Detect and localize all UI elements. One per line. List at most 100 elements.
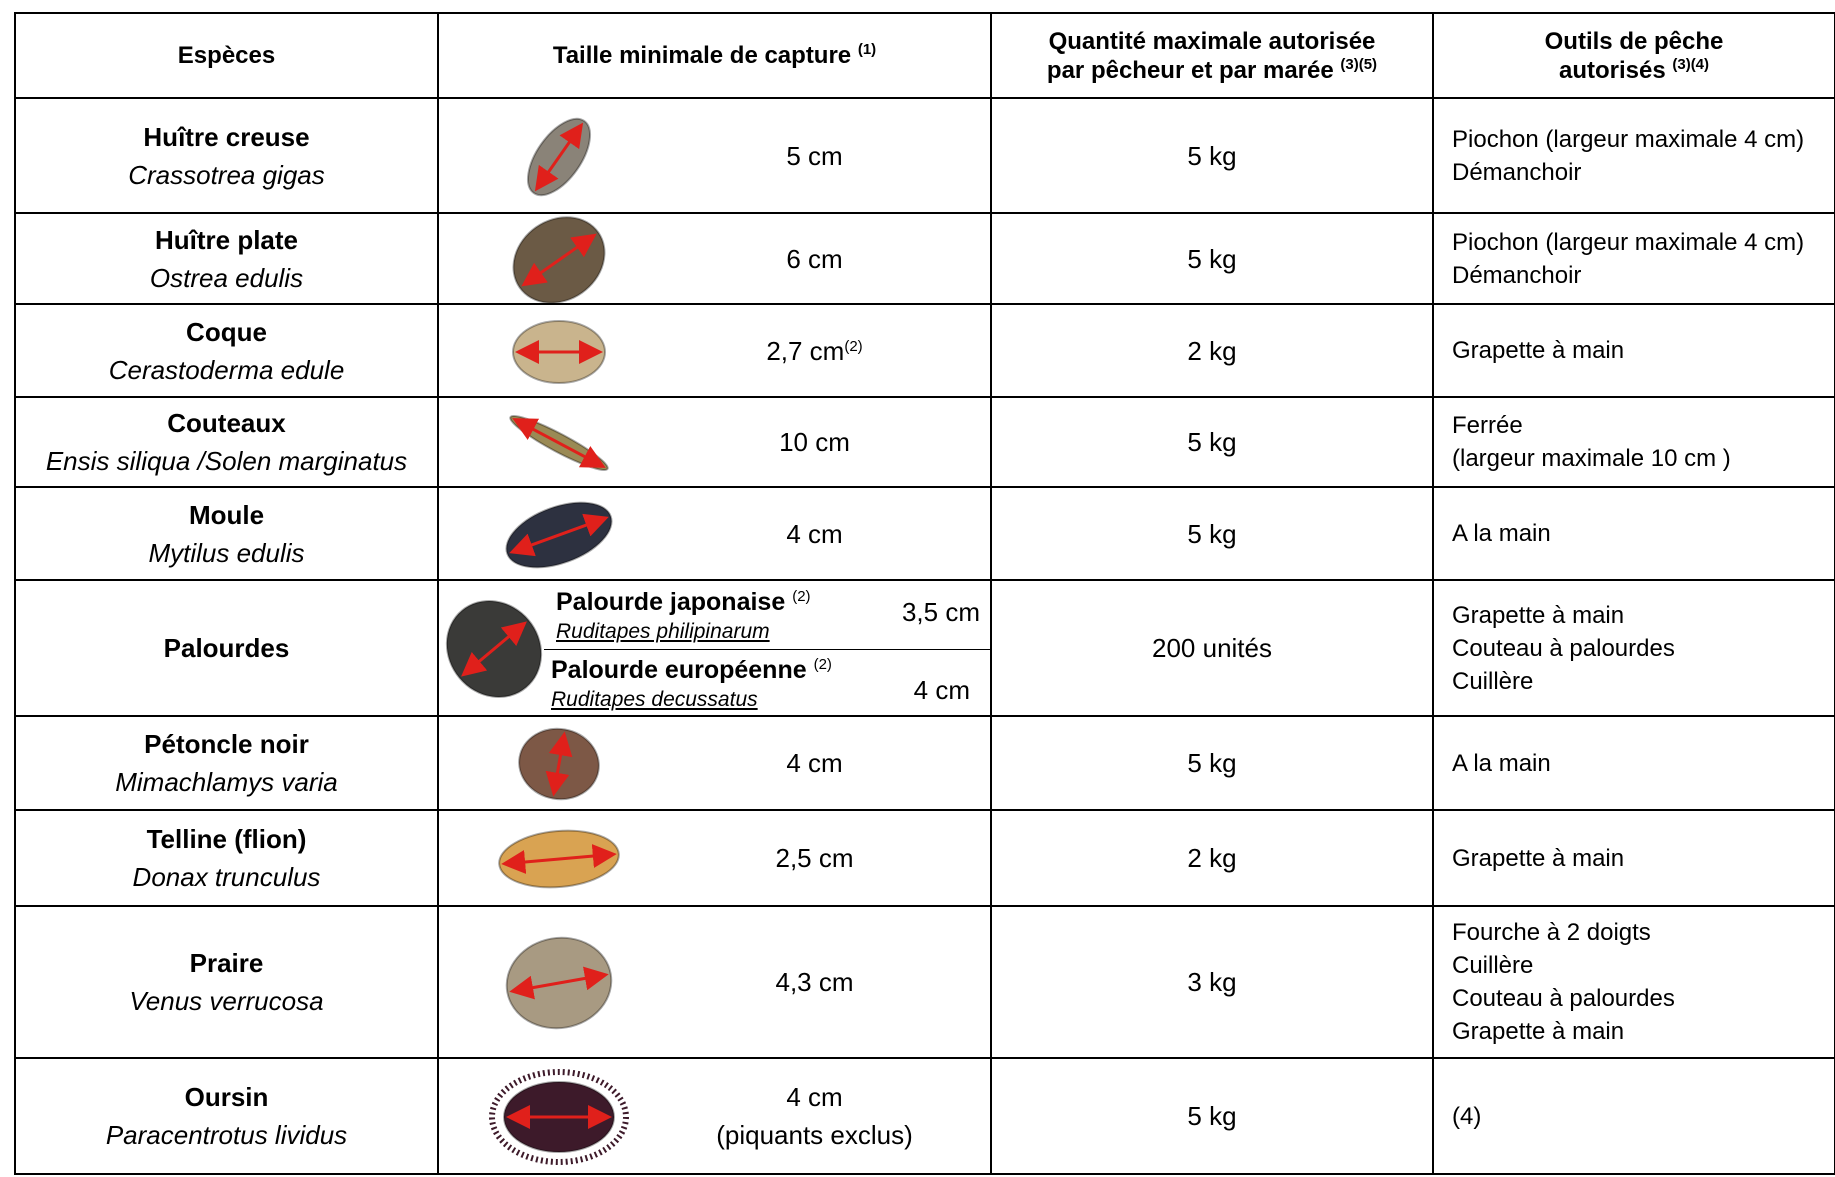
quantity-cell: 5 kg <box>992 214 1434 305</box>
shell-illustration <box>498 829 620 889</box>
header-line: Taille minimale de capture (1) <box>553 41 876 70</box>
species-cell: Couteaux Ensis siliqua /Solen marginatus <box>14 398 439 488</box>
sub-size: 4 cm <box>913 675 970 705</box>
species-name: Pétoncle noir <box>144 729 309 759</box>
tool: Piochon (largeur maximale 4 cm) <box>1452 228 1805 256</box>
species-cell: Telline (flion) Donax trunculus <box>14 811 439 907</box>
size-cell: 10 cm <box>439 398 992 488</box>
header-text: autorisés <box>1558 56 1666 84</box>
sub-note: (2) <box>792 588 811 605</box>
tool: (largeur maximale 10 cm ) <box>1452 445 1731 472</box>
header-line: Quantité maximale autorisée <box>1049 27 1376 56</box>
sub-name: Palourde japonaise (2) <box>556 587 811 617</box>
shell-illustration <box>509 414 609 472</box>
size-text: 5 cm <box>639 99 990 212</box>
sub-name: Palourde européenne (2) <box>551 655 832 685</box>
quantity-cell: 5 kg <box>992 717 1434 811</box>
quantity-cell: 5 kg <box>992 99 1434 214</box>
shell-illustration <box>505 501 613 568</box>
sub-size: 3,5 cm <box>901 597 980 627</box>
header-text: Outils de pêche <box>1544 27 1724 55</box>
species-name: Telline (flion) <box>146 824 307 854</box>
sub-divider <box>544 649 990 650</box>
size-cell: 4 cm <box>439 717 992 811</box>
quantity-cell: 5 kg <box>992 488 1434 581</box>
tool: A la main <box>1452 520 1551 547</box>
quantity: 2 kg <box>1187 843 1237 873</box>
species-name: Huître creuse <box>143 121 310 152</box>
tools-cell: Grapette à main <box>1434 811 1835 907</box>
size-cell: 4 cm <box>439 488 992 581</box>
tool: Fourche à 2 doigts <box>1452 919 1651 946</box>
size-cell: 6 cm <box>439 214 992 305</box>
shell-illustration <box>489 1069 629 1165</box>
header-text: par pêcheur et par marée <box>1046 56 1334 84</box>
size-line: 10 cm <box>779 427 850 457</box>
size-cell: 2,7 cm(2) <box>439 305 992 398</box>
species-latin: Mytilus edulis <box>148 537 305 568</box>
species-latin: Cerastoderma edule <box>108 354 345 385</box>
species-name: Huître plate <box>154 224 299 255</box>
tool: Cuillère <box>1452 667 1534 695</box>
quantity: 200 unités <box>1152 633 1272 663</box>
tool: Ferrée <box>1452 412 1523 439</box>
size-line: 5 cm <box>786 140 843 171</box>
quantity: 5 kg <box>1187 140 1237 171</box>
shell-illustration <box>512 215 606 304</box>
species-cell: Coque Cerastoderma edule <box>14 305 439 398</box>
header-cell: Taille minimale de capture (1) <box>439 12 992 99</box>
size-line: 4 cm <box>786 518 843 549</box>
quantity-cell: 200 unités <box>992 581 1434 717</box>
size-text: 4 cm <box>639 717 990 809</box>
species-latin: Ostrea edulis <box>149 262 304 293</box>
quantity: 5 kg <box>1187 427 1237 457</box>
tool: Couteau à palourdes <box>1452 985 1675 1012</box>
shell-illustration <box>445 600 543 698</box>
tools-cell: Grapette à main Couteau à palourdes Cuillè… <box>1434 581 1835 717</box>
tools-cell: (4) <box>1434 1059 1835 1175</box>
tool: Grapette à main <box>1452 844 1625 872</box>
size-text: 4 cm <box>639 488 990 579</box>
size-text: 2,5 cm <box>639 811 990 905</box>
sub-latin: Ruditapes decussatus <box>551 688 758 711</box>
tool: Cuillère <box>1452 952 1534 979</box>
sub-name-text: Palourde européenne <box>551 656 807 684</box>
species-latin: Venus verrucosa <box>129 986 324 1016</box>
header-line: autorisés (3)(4) <box>1559 56 1709 85</box>
tool: Grapette à main <box>1452 1018 1625 1045</box>
size-text: 4 cm (piquants exclus) <box>639 1059 990 1173</box>
species-name: Coque <box>186 316 267 347</box>
size-text: 10 cm <box>639 398 990 486</box>
size-line: 6 cm <box>786 243 843 274</box>
species-cell: Huître plate Ostrea edulis <box>14 214 439 305</box>
quantity: 3 kg <box>1187 967 1237 997</box>
size-cell: Palourde japonaise (2) Ruditapes philipin… <box>439 581 992 717</box>
size-note: (2) <box>844 337 863 355</box>
species-cell: Moule Mytilus edulis <box>14 488 439 581</box>
tool: Grapette à main <box>1452 337 1625 364</box>
header-note: (3)(5) <box>1340 55 1378 73</box>
header-text: Espèces <box>177 42 276 69</box>
header-line: Outils de pêche <box>1545 27 1724 56</box>
size-cell: 4,3 cm <box>439 907 992 1059</box>
header-text: Quantité maximale autorisée <box>1048 27 1376 55</box>
tools-cell: Piochon (largeur maximale 4 cm) Démanchoi… <box>1434 214 1835 305</box>
size-line: 2,7 cm(2) <box>766 335 863 366</box>
shell-illustration <box>512 319 606 384</box>
header-line: par pêcheur et par marée (3)(5) <box>1047 56 1377 85</box>
quantity: 5 kg <box>1187 243 1237 274</box>
header-line: Espèces <box>178 41 275 70</box>
shell-illustration <box>505 936 613 1030</box>
quantity: 2 kg <box>1187 335 1237 366</box>
species-cell: Praire Venus verrucosa <box>14 907 439 1059</box>
quantity: 5 kg <box>1187 748 1237 778</box>
tool: Démanchoir <box>1452 158 1582 186</box>
tool: (4) <box>1452 1102 1482 1130</box>
quantity: 5 kg <box>1187 1101 1237 1131</box>
size-text: 4,3 cm <box>639 907 990 1057</box>
quantity-cell: 5 kg <box>992 1059 1434 1175</box>
species-latin: Ensis siliqua /Solen marginatus <box>45 446 408 476</box>
tools-cell: Ferrée (largeur maximale 10 cm ) <box>1434 398 1835 488</box>
header-cell: Quantité maximale autorisée par pêcheur e… <box>992 12 1434 99</box>
